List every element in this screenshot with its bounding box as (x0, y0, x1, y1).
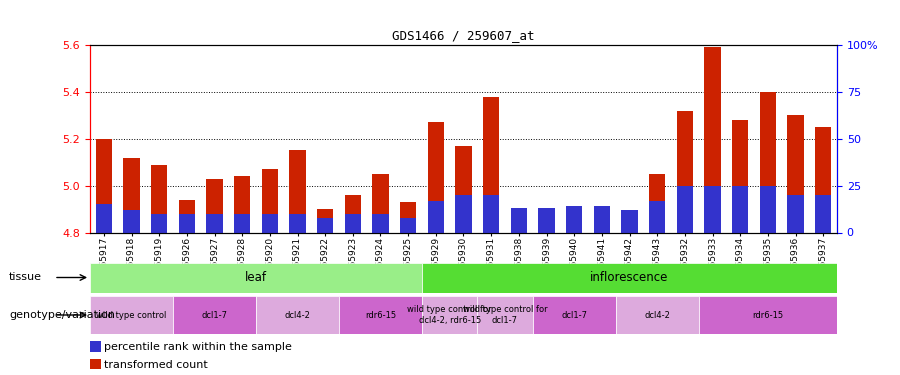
Bar (483, 195, 500, 232)
Bar (345, 195, 361, 232)
Text: tissue: tissue (9, 273, 42, 282)
Bar (317, 217, 334, 232)
Bar (289, 214, 306, 232)
Bar (339, 296, 422, 334)
Bar (400, 202, 417, 232)
Bar (373, 174, 389, 232)
Text: leaf: leaf (245, 271, 267, 284)
Bar (400, 217, 417, 232)
Bar (173, 296, 256, 334)
Bar (814, 127, 832, 232)
Bar (538, 216, 554, 232)
Bar (566, 206, 582, 232)
Text: rdr6-15: rdr6-15 (752, 310, 783, 320)
Bar (428, 201, 444, 232)
Bar (262, 214, 278, 232)
Bar (788, 116, 804, 232)
Bar (760, 186, 776, 232)
Bar (123, 158, 140, 232)
Bar (422, 296, 477, 334)
Bar (533, 296, 616, 334)
Text: dcl4-2: dcl4-2 (284, 310, 310, 320)
Title: GDS1466 / 259607_at: GDS1466 / 259607_at (392, 30, 535, 42)
Bar (593, 216, 610, 232)
Bar (256, 296, 339, 334)
Bar (788, 195, 804, 232)
Bar (151, 214, 167, 232)
Bar (649, 174, 665, 232)
Bar (455, 146, 472, 232)
Bar (123, 210, 140, 232)
Bar (178, 200, 195, 232)
Text: wild type control: wild type control (96, 310, 166, 320)
Bar (317, 209, 334, 232)
Bar (345, 214, 361, 232)
Bar (510, 208, 527, 232)
Bar (677, 111, 693, 232)
Text: inflorescence: inflorescence (590, 271, 669, 284)
Bar (234, 214, 250, 232)
Bar (616, 296, 698, 334)
Bar (593, 206, 610, 232)
Bar (262, 169, 278, 232)
Bar (704, 186, 721, 232)
Bar (704, 47, 721, 232)
Text: dcl1-7: dcl1-7 (202, 310, 228, 320)
Bar (649, 201, 665, 232)
Bar (95, 139, 112, 232)
Bar (455, 195, 472, 232)
Bar (90, 296, 173, 334)
Text: dcl1-7: dcl1-7 (562, 310, 587, 320)
Bar (621, 210, 638, 232)
Bar (566, 216, 582, 232)
Bar (90, 262, 422, 292)
Bar (151, 165, 167, 232)
Bar (477, 296, 533, 334)
Bar (483, 97, 500, 232)
Bar (510, 219, 527, 232)
Text: wild type control for
dcl1-7: wild type control for dcl1-7 (463, 305, 547, 325)
Bar (698, 296, 837, 334)
Text: dcl4-2: dcl4-2 (644, 310, 670, 320)
Bar (732, 120, 749, 232)
Bar (178, 214, 195, 232)
Text: genotype/variation: genotype/variation (9, 310, 115, 320)
Text: transformed count: transformed count (104, 360, 207, 369)
Bar (428, 122, 444, 232)
Bar (814, 195, 832, 232)
Text: rdr6-15: rdr6-15 (364, 310, 396, 320)
Bar (289, 150, 306, 232)
Bar (422, 262, 837, 292)
Bar (95, 204, 112, 232)
Bar (621, 221, 638, 232)
Bar (206, 214, 223, 232)
Bar (206, 178, 223, 232)
Bar (538, 208, 554, 232)
Text: wild type control for
dcl4-2, rdr6-15: wild type control for dcl4-2, rdr6-15 (408, 305, 492, 325)
Bar (760, 92, 776, 232)
Bar (373, 214, 389, 232)
Bar (677, 186, 693, 232)
Bar (732, 186, 749, 232)
Bar (234, 176, 250, 232)
Text: percentile rank within the sample: percentile rank within the sample (104, 342, 292, 352)
